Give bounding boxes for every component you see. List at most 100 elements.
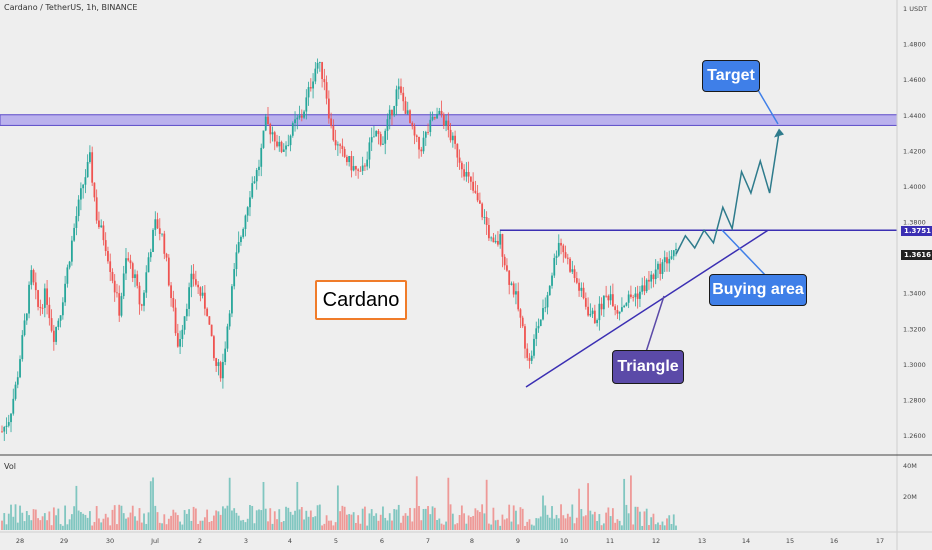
candle-body bbox=[575, 278, 578, 283]
candle-body bbox=[91, 152, 94, 183]
candle-body bbox=[138, 285, 141, 305]
volume-bars bbox=[1, 475, 677, 530]
candle-body bbox=[409, 110, 411, 123]
triangle-callout[interactable]: Triangle bbox=[612, 350, 684, 384]
volume-bar bbox=[305, 510, 308, 530]
volume-bar bbox=[100, 522, 103, 530]
candle-body bbox=[368, 142, 371, 160]
candle-body bbox=[632, 296, 635, 298]
candle-body bbox=[648, 279, 650, 282]
y-tick-label: 1.4800 bbox=[903, 41, 926, 49]
candle-body bbox=[616, 310, 619, 314]
y-tick-label: 1.4000 bbox=[903, 183, 926, 191]
candle-body bbox=[539, 319, 542, 326]
candle-body bbox=[497, 240, 499, 245]
candle-body bbox=[490, 237, 493, 239]
volume-bar bbox=[672, 514, 675, 530]
candle-body bbox=[404, 101, 407, 114]
candle-body bbox=[237, 242, 240, 253]
candle-body bbox=[436, 113, 438, 119]
candle-body bbox=[600, 303, 603, 310]
candle-body bbox=[296, 117, 299, 120]
triangle-support-line[interactable] bbox=[525, 229, 769, 388]
candle-body bbox=[289, 135, 292, 146]
candle-body bbox=[235, 252, 238, 270]
candle-body bbox=[359, 170, 362, 172]
y-tick-label: 1.3400 bbox=[903, 290, 926, 298]
candle-body bbox=[273, 132, 276, 142]
candle-body bbox=[100, 225, 103, 228]
candle-body bbox=[156, 219, 159, 229]
volume-bar bbox=[158, 522, 161, 530]
candle-body bbox=[427, 131, 429, 133]
candle-body bbox=[242, 228, 245, 237]
volume-bar bbox=[215, 510, 218, 530]
volume-bar bbox=[611, 508, 614, 530]
candle-body bbox=[131, 263, 134, 279]
candle-body bbox=[228, 313, 231, 327]
candle-body bbox=[143, 292, 145, 306]
candle-body bbox=[222, 361, 224, 379]
volume-bar bbox=[546, 514, 549, 530]
x-tick-label: 6 bbox=[380, 537, 384, 545]
x-tick-label: 4 bbox=[288, 537, 292, 545]
volume-bar bbox=[228, 477, 231, 530]
volume-bar bbox=[569, 516, 571, 530]
candle-body bbox=[167, 257, 170, 286]
volume-bar bbox=[497, 519, 499, 530]
candle-body bbox=[127, 258, 130, 261]
volume-bar bbox=[357, 515, 360, 530]
candle-body bbox=[467, 171, 470, 177]
volume-bar bbox=[34, 509, 37, 530]
volume-bar bbox=[555, 514, 558, 530]
volume-bar bbox=[368, 513, 371, 530]
candle-body bbox=[260, 147, 263, 167]
candle-body bbox=[140, 304, 143, 306]
candle-body bbox=[571, 269, 574, 272]
x-tick-label: 16 bbox=[830, 537, 838, 545]
volume-bar bbox=[508, 504, 511, 530]
volume-bar bbox=[616, 519, 619, 530]
volume-bar bbox=[517, 524, 520, 530]
volume-bar bbox=[249, 505, 251, 530]
volume-bar bbox=[521, 508, 524, 530]
candle-body bbox=[334, 140, 337, 146]
volume-bar bbox=[291, 514, 294, 530]
volume-bar bbox=[404, 513, 407, 530]
candle-body bbox=[25, 313, 28, 321]
candle-body bbox=[321, 62, 323, 80]
candle-body bbox=[43, 288, 46, 308]
target-callout[interactable]: Target bbox=[702, 60, 760, 92]
volume-bar bbox=[614, 522, 617, 530]
candle-body bbox=[458, 157, 461, 163]
candle-body bbox=[510, 283, 513, 285]
candle-body bbox=[41, 307, 44, 309]
projection-path[interactable] bbox=[675, 132, 780, 255]
candle-body bbox=[1, 431, 3, 433]
candle-body bbox=[174, 307, 177, 334]
candle-body bbox=[176, 333, 179, 347]
volume-bar bbox=[652, 513, 655, 530]
volume-tick-label: 20M bbox=[903, 493, 917, 501]
volume-bar bbox=[654, 524, 657, 530]
candle-body bbox=[620, 307, 623, 312]
candle-body bbox=[386, 119, 389, 131]
volume-bar bbox=[420, 520, 423, 530]
candle-body bbox=[240, 236, 242, 243]
candle-body bbox=[55, 326, 58, 342]
volume-bar bbox=[3, 513, 6, 530]
x-tick-label: 15 bbox=[786, 537, 794, 545]
cardano-label[interactable]: Cardano bbox=[315, 280, 407, 320]
volume-bar bbox=[194, 508, 197, 530]
volume-bar bbox=[442, 524, 445, 530]
candle-body bbox=[609, 294, 612, 301]
volume-bar bbox=[341, 505, 344, 530]
candle-body bbox=[521, 317, 524, 327]
buying-area-callout[interactable]: Buying area bbox=[709, 274, 807, 306]
candle-body bbox=[675, 248, 677, 251]
volume-bar bbox=[627, 513, 630, 530]
volume-bar bbox=[37, 518, 39, 530]
candle-body bbox=[271, 132, 274, 135]
volume-bar bbox=[269, 508, 272, 530]
volume-bar bbox=[472, 515, 475, 530]
